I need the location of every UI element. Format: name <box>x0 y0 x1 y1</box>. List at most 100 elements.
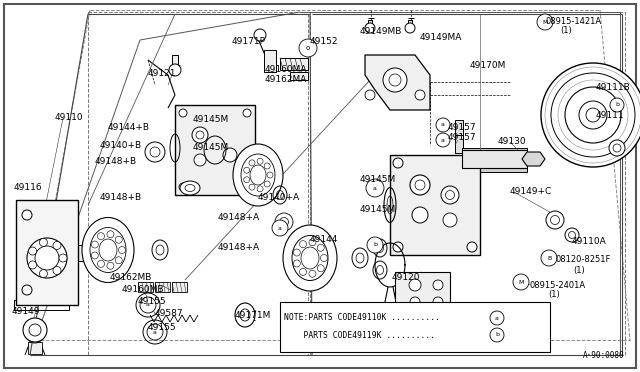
Circle shape <box>443 213 457 227</box>
Text: B: B <box>547 256 551 260</box>
Circle shape <box>537 14 553 30</box>
Circle shape <box>367 237 383 253</box>
Text: 08120-8251F: 08120-8251F <box>555 256 611 264</box>
Circle shape <box>40 238 47 246</box>
Circle shape <box>405 23 415 33</box>
Circle shape <box>490 311 504 325</box>
Circle shape <box>309 270 316 277</box>
Text: a: a <box>441 122 445 128</box>
Circle shape <box>410 175 430 195</box>
Circle shape <box>433 297 443 307</box>
Circle shape <box>293 260 300 267</box>
Bar <box>22 218 72 303</box>
Circle shape <box>565 228 579 242</box>
Text: b: b <box>615 103 619 108</box>
Circle shape <box>107 262 114 269</box>
Circle shape <box>29 247 36 255</box>
Circle shape <box>115 236 122 243</box>
Circle shape <box>365 23 375 33</box>
Circle shape <box>244 167 250 173</box>
Text: PARTS CODE49119K ..........: PARTS CODE49119K .......... <box>284 330 435 340</box>
Circle shape <box>317 265 324 272</box>
Circle shape <box>118 247 125 253</box>
Bar <box>462 148 527 152</box>
Text: 49110: 49110 <box>55 113 84 122</box>
Text: 49160MA: 49160MA <box>265 65 307 74</box>
Text: 49116: 49116 <box>14 183 43 192</box>
Ellipse shape <box>235 303 255 327</box>
Ellipse shape <box>180 181 200 195</box>
Text: 49152: 49152 <box>310 38 339 46</box>
Circle shape <box>27 327 43 343</box>
Bar <box>172 55 178 67</box>
Text: 49130: 49130 <box>498 138 527 147</box>
Circle shape <box>257 186 263 192</box>
Circle shape <box>140 297 156 313</box>
Circle shape <box>436 133 450 147</box>
Circle shape <box>546 211 564 229</box>
Bar <box>78 245 86 261</box>
Circle shape <box>409 279 421 291</box>
Text: 49145M: 49145M <box>360 176 396 185</box>
Circle shape <box>192 127 208 143</box>
Bar <box>290 72 308 80</box>
Polygon shape <box>365 55 430 110</box>
Text: 49160MB: 49160MB <box>122 285 164 295</box>
Text: 49148+B: 49148+B <box>100 193 142 202</box>
Bar <box>368 20 372 28</box>
Bar <box>175 105 255 195</box>
Circle shape <box>321 254 328 262</box>
Text: 49162MB: 49162MB <box>110 273 152 282</box>
Circle shape <box>609 140 625 156</box>
Ellipse shape <box>82 218 134 282</box>
Text: 49149: 49149 <box>12 308 40 317</box>
Text: 49120: 49120 <box>392 273 420 282</box>
Text: a: a <box>441 138 445 142</box>
Circle shape <box>300 241 307 248</box>
Circle shape <box>433 280 443 290</box>
Circle shape <box>29 261 36 269</box>
Circle shape <box>97 232 104 240</box>
Circle shape <box>249 184 255 190</box>
Circle shape <box>27 238 67 278</box>
Circle shape <box>275 213 293 231</box>
Circle shape <box>107 231 114 238</box>
Bar <box>408 20 412 28</box>
Circle shape <box>179 109 187 117</box>
Text: 49170M: 49170M <box>470 61 506 70</box>
Circle shape <box>115 257 122 264</box>
Text: A·90:0080: A·90:0080 <box>582 352 624 360</box>
Text: 49162MA: 49162MA <box>265 76 307 84</box>
Text: (1): (1) <box>573 266 585 275</box>
Text: 49145M: 49145M <box>360 205 396 215</box>
Circle shape <box>22 210 32 220</box>
Circle shape <box>243 183 251 191</box>
Bar <box>280 302 550 352</box>
Bar <box>455 120 463 140</box>
Text: b: b <box>373 243 377 247</box>
Circle shape <box>317 244 324 251</box>
Circle shape <box>249 160 255 166</box>
Circle shape <box>257 158 263 164</box>
Circle shape <box>309 239 316 246</box>
Circle shape <box>264 181 270 187</box>
Circle shape <box>267 172 273 178</box>
Text: a: a <box>146 302 150 308</box>
Circle shape <box>147 324 163 340</box>
Circle shape <box>169 64 181 76</box>
Text: a: a <box>278 225 282 231</box>
Text: o: o <box>306 45 310 51</box>
Text: NOTE:PARTS CODE49110K ..........: NOTE:PARTS CODE49110K .......... <box>284 314 440 323</box>
Circle shape <box>383 68 407 92</box>
Text: 49171P: 49171P <box>232 38 266 46</box>
Circle shape <box>53 241 61 250</box>
Text: 49140+B: 49140+B <box>100 141 142 150</box>
Circle shape <box>467 242 477 252</box>
Text: 49148+A: 49148+A <box>218 214 260 222</box>
Bar <box>264 50 276 72</box>
Text: (1): (1) <box>560 26 572 35</box>
Circle shape <box>299 39 317 57</box>
Text: 49157: 49157 <box>448 124 477 132</box>
Text: 08915-1421A: 08915-1421A <box>546 17 602 26</box>
Text: 49148+B: 49148+B <box>95 157 137 167</box>
